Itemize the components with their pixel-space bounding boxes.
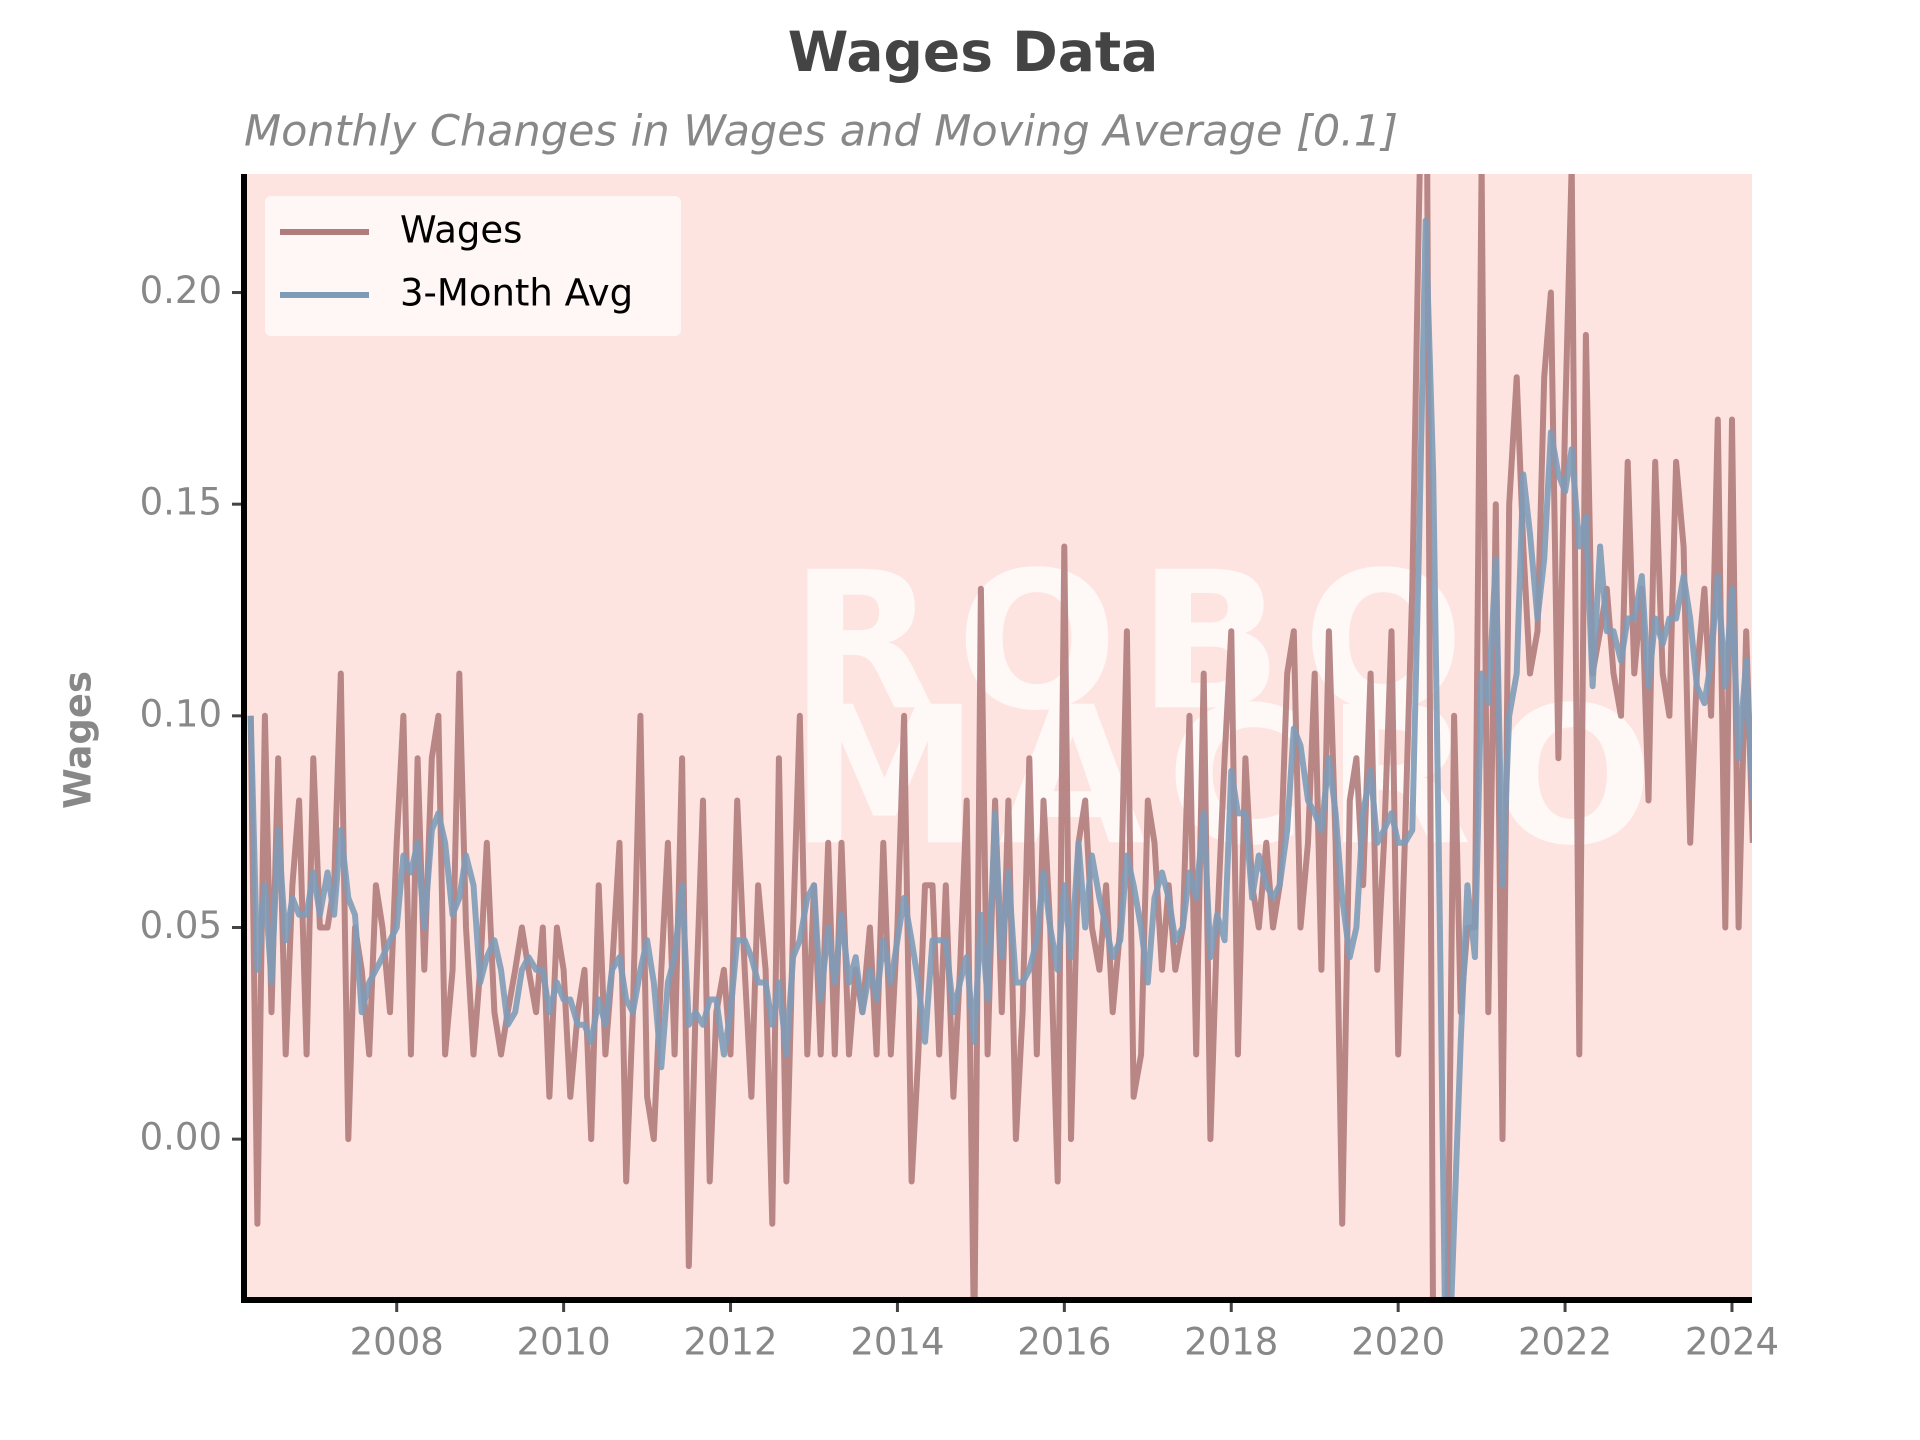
x-tick-label: 2008	[350, 1321, 444, 1364]
x-tick-label: 2010	[517, 1321, 611, 1364]
x-tick-label: 2018	[1184, 1321, 1278, 1364]
x-tick-label: 2012	[683, 1321, 777, 1364]
chart-title: Wages Data	[788, 20, 1159, 84]
legend: Wages 3-Month Avg	[265, 196, 681, 336]
y-tick-label: 0.20	[140, 269, 222, 312]
legend-label: 3-Month Avg	[400, 272, 633, 315]
y-tick-label: 0.05	[140, 904, 222, 947]
chart-subtitle: Monthly Changes in Wages and Moving Aver…	[244, 107, 1398, 157]
x-tick-label: 2016	[1017, 1321, 1111, 1364]
plot-lines	[247, 174, 1752, 1300]
x-tick-label: 2014	[850, 1321, 944, 1364]
y-tick-label: 0.10	[140, 692, 222, 735]
x-tick-label: 2022	[1518, 1321, 1612, 1364]
y-tick-label: 0.00	[140, 1116, 222, 1159]
legend-label: Wages	[400, 209, 522, 252]
x-tick-label: 2024	[1685, 1321, 1779, 1364]
axes: 0.00 0.05 0.10 0.15 0.20 2008 2010 2012 2014 2016…	[140, 174, 1779, 1364]
series-line	[247, 217, 1752, 1300]
y-tick-label: 0.15	[140, 481, 222, 524]
series-line	[247, 174, 1752, 1300]
y-axis-label: Wages	[57, 671, 100, 809]
x-tick-label: 2020	[1351, 1321, 1445, 1364]
